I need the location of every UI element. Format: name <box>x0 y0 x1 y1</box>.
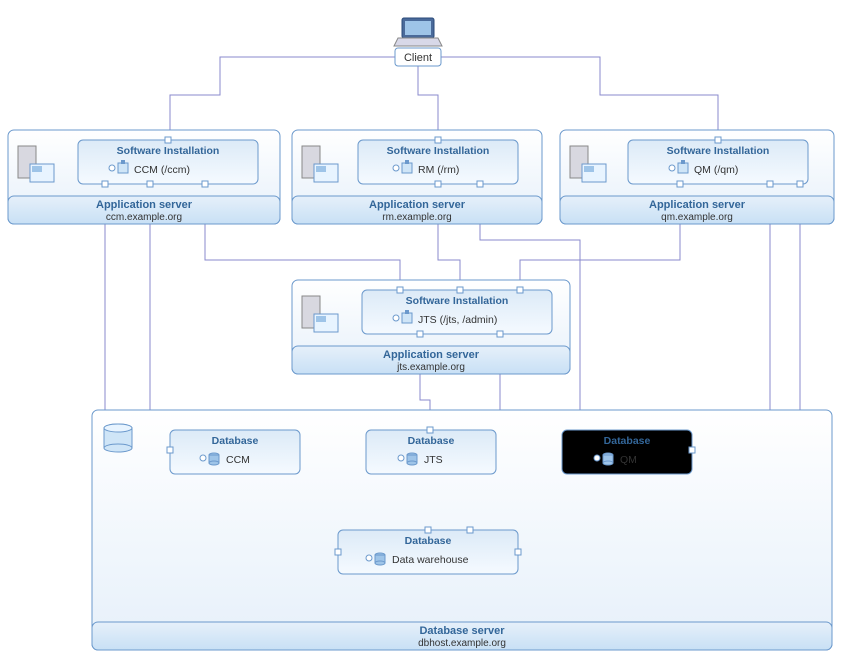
app-server-jts: Application server jts.example.org Softw… <box>292 280 570 374</box>
database-qm: Database QM <box>562 430 695 474</box>
svg-text:QM: QM <box>620 454 637 466</box>
software-box-ccm: Software Installation CCM (/ccm) <box>78 137 258 187</box>
db-server: Database server dbhost.example.org Datab… <box>92 410 832 650</box>
svg-text:Application server: Application server <box>96 199 193 211</box>
database-jts: Database JTS <box>366 427 496 474</box>
db-cylinder-icon <box>104 424 132 452</box>
svg-text:JTS: JTS <box>424 454 443 466</box>
svg-text:Application server: Application server <box>369 199 466 211</box>
svg-text:JTS (/jts, /admin): JTS (/jts, /admin) <box>418 314 497 326</box>
app-server-qm: Application server qm.example.org Softwa… <box>560 130 834 224</box>
client-node: Client <box>394 18 442 66</box>
architecture-diagram: Client Application server ccm.example.or… <box>0 0 843 664</box>
svg-text:Database server: Database server <box>419 625 505 637</box>
svg-text:Software Installation: Software Installation <box>387 145 490 157</box>
svg-text:Database: Database <box>408 435 455 447</box>
app-server-ccm: Application server ccm.example.org Softw… <box>8 130 280 224</box>
svg-text:Database: Database <box>405 535 452 547</box>
svg-text:Software Installation: Software Installation <box>667 145 770 157</box>
app-server-rm: Application server rm.example.org Softwa… <box>292 130 542 224</box>
svg-text:rm.example.org: rm.example.org <box>382 212 451 223</box>
svg-text:Data warehouse: Data warehouse <box>392 554 469 566</box>
svg-text:dbhost.example.org: dbhost.example.org <box>418 638 506 649</box>
svg-text:Database: Database <box>212 435 259 447</box>
database-ccm: Database CCM <box>167 430 300 474</box>
svg-text:jts.example.org: jts.example.org <box>396 362 465 373</box>
software-box-qm: Software Installation QM (/qm) <box>628 137 808 187</box>
svg-text:ccm.example.org: ccm.example.org <box>106 212 182 223</box>
svg-text:CCM (/ccm): CCM (/ccm) <box>134 164 190 176</box>
svg-text:Software Installation: Software Installation <box>406 295 509 307</box>
svg-text:QM (/qm): QM (/qm) <box>694 164 738 176</box>
client-label: Client <box>404 52 432 64</box>
svg-text:qm.example.org: qm.example.org <box>661 212 733 223</box>
software-box-rm: Software Installation RM (/rm) <box>358 137 518 187</box>
svg-text:Database: Database <box>604 435 651 447</box>
svg-text:Application server: Application server <box>649 199 746 211</box>
svg-text:RM (/rm): RM (/rm) <box>418 164 459 176</box>
database-dw: Database Data warehouse <box>335 527 521 574</box>
software-box-jts: Software Installation JTS (/jts, /admin) <box>362 287 552 337</box>
svg-text:Application server: Application server <box>383 349 480 361</box>
svg-text:Software Installation: Software Installation <box>117 145 220 157</box>
svg-text:CCM: CCM <box>226 454 250 466</box>
